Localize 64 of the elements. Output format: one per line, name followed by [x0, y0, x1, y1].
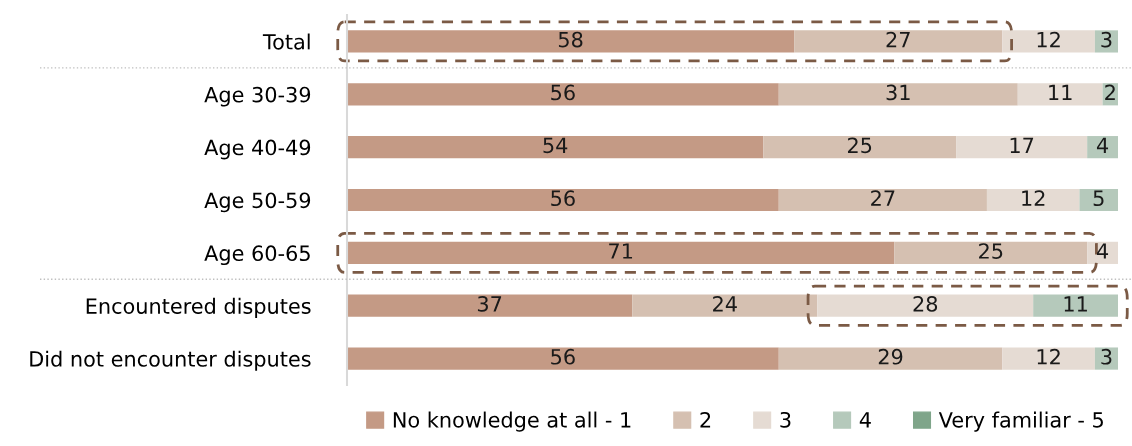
bar: [1094, 30, 1118, 53]
bar: [1033, 294, 1118, 317]
data-label: 28: [913, 296, 938, 312]
data-label: 31: [886, 84, 910, 101]
bar: [794, 30, 1003, 53]
data-label: 25: [979, 243, 1003, 259]
bar: [1079, 188, 1118, 212]
bar: [986, 188, 1080, 212]
bar: [347, 83, 779, 106]
bar: [817, 294, 1034, 317]
data-label: 11: [1064, 296, 1087, 312]
legend-label: No knowledge at all - 1: [393, 411, 631, 432]
bar: [347, 136, 764, 159]
bar: [1087, 136, 1118, 159]
bar: [347, 188, 779, 212]
data-label: 37: [477, 296, 502, 312]
data-label: 27: [871, 190, 895, 206]
data-label: 54: [543, 137, 568, 154]
data-label: 56: [551, 190, 575, 207]
data-label: 12: [1022, 190, 1045, 206]
data-label: 29: [878, 348, 903, 365]
bar: [894, 241, 1088, 264]
data-label: 27: [886, 31, 910, 48]
bar: [632, 294, 818, 317]
data-label: 56: [551, 84, 575, 101]
legend-label: Very familiar - 5: [938, 411, 1103, 432]
data-label: 56: [551, 348, 575, 365]
y-tick-label: Encountered disputes: [86, 297, 311, 318]
data-label: 3: [1101, 31, 1112, 48]
y-tick-label: Age 30-39: [204, 86, 311, 107]
data-label: 25: [847, 137, 872, 154]
bar: [778, 83, 1018, 106]
bar: [347, 294, 633, 317]
bar: [1002, 347, 1095, 370]
data-label: 17: [1010, 137, 1034, 153]
data-label: 3: [1101, 348, 1112, 365]
data-label: 58: [558, 31, 583, 48]
data-label: 4: [1096, 243, 1109, 259]
data-label: 71: [609, 243, 633, 259]
data-label: 12: [1037, 31, 1060, 48]
bar: [1017, 83, 1103, 106]
bar: [1094, 347, 1118, 370]
data-label: 4: [1096, 137, 1109, 153]
y-tick-label: Did not encounter disputes: [30, 350, 311, 371]
data-label: 5: [1093, 190, 1104, 207]
legend-label: 4: [859, 412, 871, 428]
data-label: 24: [713, 296, 737, 312]
bar: [778, 347, 1003, 370]
y-tick-label: Age 50-59: [204, 192, 311, 213]
data-label: 11: [1049, 84, 1072, 101]
data-label: 12: [1037, 348, 1060, 365]
y-tick-label: Age 40-49: [204, 139, 311, 160]
data-label: 2: [1105, 84, 1115, 101]
legend-label: 2: [700, 411, 711, 428]
bar: [956, 136, 1088, 159]
y-tick-label: Total: [262, 33, 310, 50]
bar: [347, 241, 895, 264]
bar: [763, 136, 957, 159]
y-tick-label: Age 60-65: [204, 245, 310, 266]
bar: [778, 188, 987, 212]
legend-label: 3: [780, 411, 791, 428]
bar: [1002, 30, 1095, 53]
bar: [347, 30, 795, 53]
bar: [347, 347, 779, 370]
